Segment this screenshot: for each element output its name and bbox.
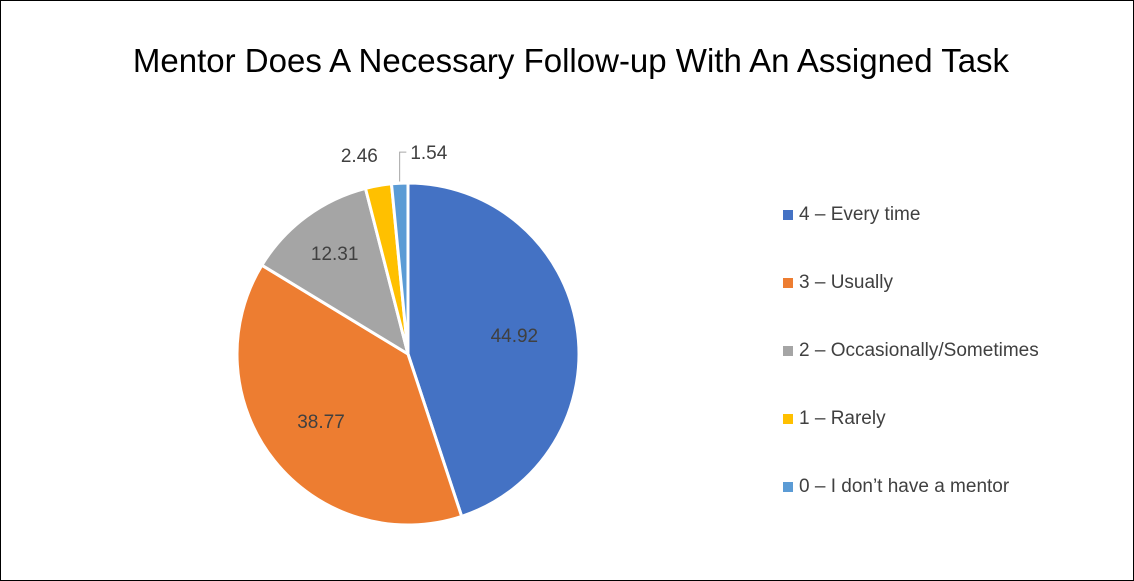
chart-title: Mentor Does A Necessary Follow-up With A…	[132, 42, 1010, 79]
legend-label-4: 0 – I don’t have a mentor	[799, 476, 1010, 497]
pie-slice-4	[389, 181, 410, 356]
legend-item-1: 3 – Usually	[783, 271, 893, 295]
legend-label-1: 3 – Usually	[799, 272, 893, 293]
legend-label-3: 1 – Rarely	[799, 408, 886, 429]
pie-slice-2	[260, 186, 410, 356]
data-label-3: 2.46	[341, 146, 378, 167]
legend-swatch-1	[783, 278, 793, 288]
legend-swatch-0	[783, 210, 793, 220]
legend-item-2: 2 – Occasionally/Sometimes	[783, 339, 1039, 363]
data-label-2: 12.31	[311, 244, 359, 265]
legend-item-4: 0 – I don’t have a mentor	[783, 475, 1009, 499]
leader-line-4	[399, 151, 407, 182]
legend-item-3: 1 – Rarely	[783, 407, 886, 431]
data-label-4: 1.54	[410, 143, 447, 164]
legend-swatch-3	[783, 414, 793, 424]
legend-item-0: 4 – Every time	[783, 203, 920, 227]
pie-slice-0	[406, 181, 581, 518]
legend-label-0: 4 – Every time	[799, 204, 921, 225]
data-label-0: 44.92	[491, 326, 539, 347]
legend-swatch-4	[783, 482, 793, 492]
legend-swatch-2	[783, 346, 793, 356]
pie-slice-1	[235, 263, 464, 527]
data-label-1: 38.77	[297, 412, 345, 433]
legend-label-2: 2 – Occasionally/Sometimes	[799, 340, 1039, 361]
